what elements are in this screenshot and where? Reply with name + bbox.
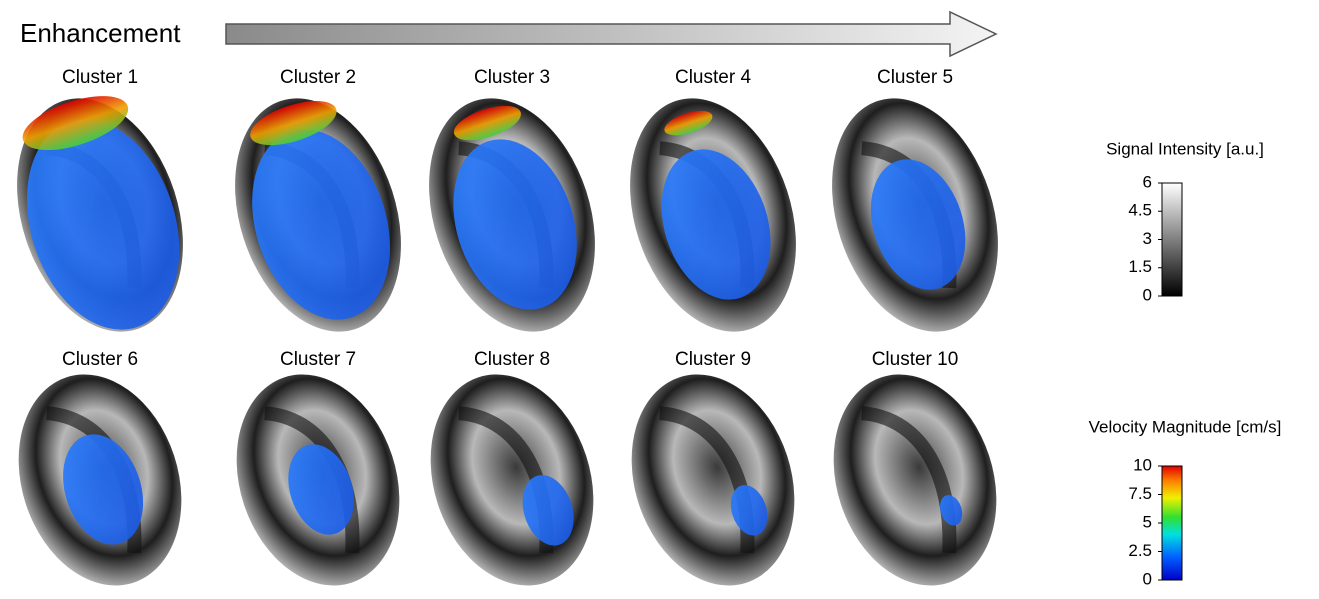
colorbar-title: Signal Intensity [a.u.] (1106, 139, 1264, 158)
cluster-label: Cluster 8 (474, 349, 550, 370)
cluster-image (0, 353, 208, 599)
enhancement-arrow (226, 12, 996, 56)
colorbar (1162, 183, 1182, 296)
cluster-label: Cluster 3 (474, 67, 550, 88)
heart-slice (807, 353, 1022, 599)
cluster-image (404, 353, 619, 599)
cluster-label: Cluster 9 (675, 349, 751, 370)
colorbar (1162, 466, 1182, 580)
colorbar-tick-label: 1.5 (1128, 257, 1152, 276)
figure: Enhancement Cluster 1Cluster 2Cluster 3C… (0, 0, 1319, 599)
colorbar-tick-label: 4.5 (1128, 201, 1152, 220)
heart-slice (605, 353, 820, 599)
cluster-image (807, 353, 1022, 599)
colorbar-tick-label: 2.5 (1128, 541, 1152, 560)
cluster-label: Cluster 2 (280, 67, 356, 88)
cluster-label: Cluster 7 (280, 349, 356, 370)
colorbar-tick-label: 5 (1143, 512, 1152, 531)
cluster-label: Cluster 1 (62, 67, 138, 88)
cluster-image (804, 77, 1027, 353)
cluster-image (602, 77, 825, 353)
cluster-grid: Cluster 1 Cluster 2 Cluster 3 Cluster 4 Clus… (0, 67, 1026, 599)
colorbar-tick-label: 6 (1143, 172, 1152, 191)
colorbar-tick-label: 0 (1143, 569, 1152, 588)
enhancement-label: Enhancement (20, 18, 181, 48)
cluster-label: Cluster 5 (877, 67, 953, 88)
cluster-image (605, 353, 820, 599)
colorbar-tick-label: 0 (1143, 285, 1152, 304)
cluster-image (207, 77, 430, 353)
cluster-image (401, 77, 624, 353)
cluster-label: Cluster 4 (675, 67, 751, 88)
colorbar-title: Velocity Magnitude [cm/s] (1089, 417, 1282, 436)
cluster-image (0, 77, 211, 353)
colorbars: Signal Intensity [a.u.] 0 1.5 3 4.5 6 Velocity… (1089, 139, 1282, 588)
cluster-image (210, 353, 425, 599)
heart-slice (404, 353, 619, 599)
colorbar-tick-label: 7.5 (1128, 484, 1152, 503)
colorbar-tick-label: 10 (1133, 455, 1152, 474)
cluster-label: Cluster 10 (872, 349, 959, 370)
colorbar-tick-label: 3 (1143, 229, 1152, 248)
cluster-label: Cluster 6 (62, 349, 138, 370)
